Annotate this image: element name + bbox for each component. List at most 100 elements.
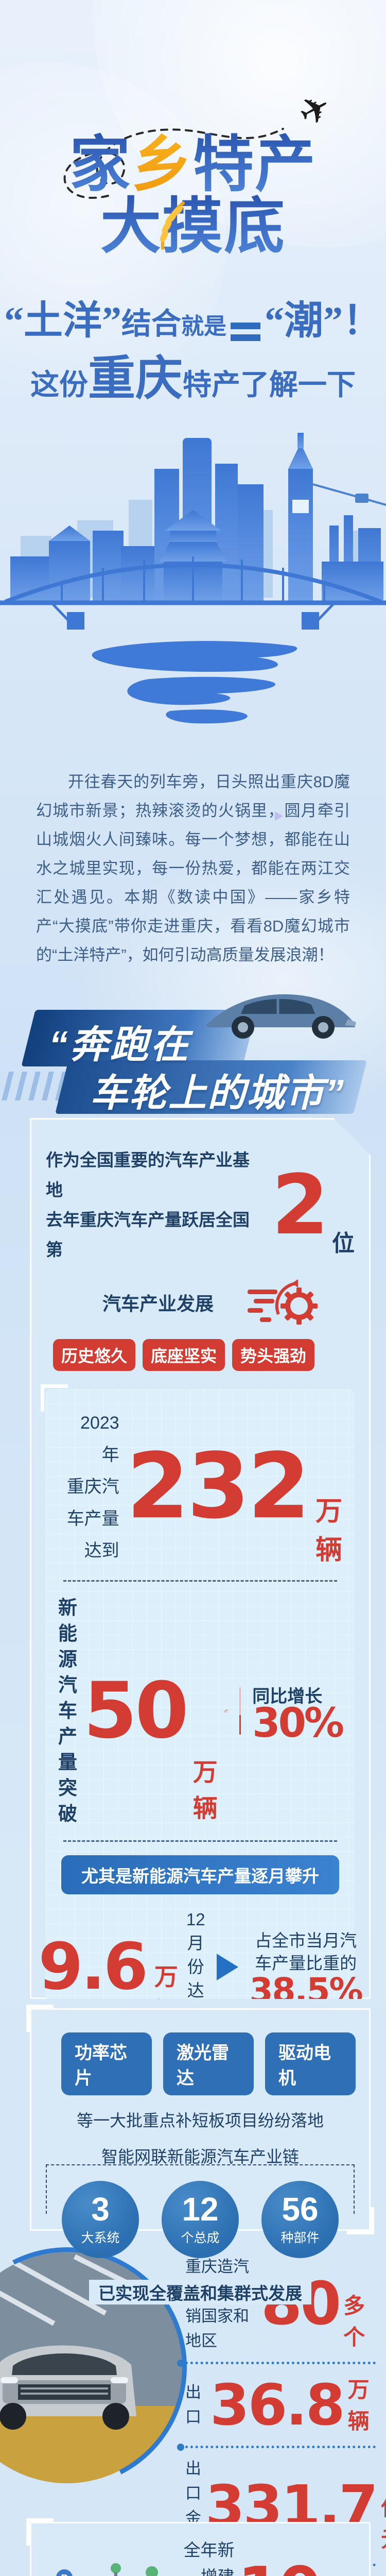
tag-base: 底座坚实 (143, 1339, 225, 1371)
y2023-value: 232 (126, 1434, 308, 1539)
y2023-label1: 2023 年 (80, 1413, 119, 1465)
rank-line2: 去年重庆汽车产量跃居全国第 (46, 1210, 250, 1259)
car-illustration (206, 994, 356, 1039)
title-char: 特 (193, 131, 255, 199)
circle-parts: 56 种部件 (261, 2181, 339, 2258)
tag-history: 历史悠久 (53, 1339, 135, 1371)
plane-route-illustration: ✈ (46, 85, 338, 222)
dec-label1: 12 月份 (186, 1910, 205, 1976)
equals-sign-icon (231, 323, 260, 342)
tagline2-emphasis: 重庆 (87, 352, 183, 405)
growth-chart-icon (224, 1688, 228, 1734)
pill-lidar: 激光雷达 (163, 2032, 254, 2095)
circle-label: 大系统 (81, 2231, 120, 2245)
battery-icon (239, 1687, 241, 1735)
nev-production-stat: 新能源汽车 产量突破 50 万辆 同比增长 30% (58, 1595, 342, 1827)
intro-paragraph: 开往春天的列车旁，日头照出重庆8D魔幻城市新景；热辣滚烫的火锅里，圆月牵引山城烟… (36, 773, 350, 964)
yoy-label: 同比增长 (252, 1686, 323, 1706)
page-title: 家乡特产 大摸底 (0, 134, 386, 258)
exp-volume-value: 36.8 (210, 2371, 345, 2438)
charging-card: P 全年新增建 成充电桩 10 万个 累计建成 21 (26, 2518, 371, 2576)
nev-value: 50 (83, 1666, 187, 1756)
export-volume-stat: 出口 36.8 万辆 (185, 2372, 376, 2437)
coverage-circles: 3 大系统 12 个总成 56 种部件 (45, 2181, 356, 2258)
play-deco-icon (275, 811, 283, 821)
circle-label: 种部件 (280, 2231, 320, 2245)
tagline1-text2: 就是 (181, 314, 226, 339)
tagline1-quote2: “潮” (265, 299, 343, 343)
intro-section: 开往春天的列车旁，日头照出重庆8D魔幻城市新景；热辣滚烫的火锅里，圆月牵引山城烟… (0, 752, 386, 994)
circle-assemblies: 12 个总成 (162, 2181, 239, 2258)
yoy-growth-stat: 同比增长 30% (252, 1682, 342, 1740)
national-rank-stat: 作为全国重要的汽车产业基地 去年重庆汽车产量跃居全国第 2 位 (46, 1145, 355, 1265)
banner-line1: “奔跑在 (49, 1023, 190, 1066)
dashed-divider (63, 1580, 337, 1582)
dashed-divider (63, 1840, 337, 1842)
tagline-1: “土洋”结合就是 “潮”！ (0, 289, 386, 345)
industry-label: 汽车产业发展 (102, 1293, 214, 1314)
production-2023-stat: 2023 年 重庆汽车产量达到 232 万辆 (58, 1407, 342, 1567)
component-pills: 功率芯片 激光雷达 驱动电机 (45, 2032, 356, 2095)
new-chargers-stat: P 全年新增建 成充电桩 10 万个 (44, 2537, 357, 2576)
share-label2: 车产量比重的 (255, 1953, 357, 1973)
pill-drive-motor: 驱动电机 (265, 2032, 356, 2095)
svg-text:P: P (61, 2573, 67, 2576)
circle-value: 3 (91, 2191, 110, 2228)
rank-unit: 位 (332, 1231, 355, 1256)
yoy-value: 30% (252, 1700, 342, 1747)
nev-unit: 万辆 (192, 1759, 218, 1822)
circle-systems: 3 大系统 (62, 2181, 139, 2258)
coverage-footer: 已实现全覆盖和集群式发展 (89, 2280, 311, 2304)
accent-bar (24, 1114, 28, 1444)
circle-value: 12 (182, 2191, 219, 2228)
exp-volume-label: 出口 (185, 2383, 201, 2426)
tagline1-exclamation: ！ (343, 299, 382, 343)
water-reflection-illustration (92, 641, 297, 724)
banner-line2: 车轮上的城市” (90, 1072, 345, 1114)
chg-label1: 全年新增建 (183, 2540, 235, 2576)
supply-line2: 智能网联新能源汽车产业链 (101, 2147, 299, 2166)
rank-value: 2 (271, 1157, 327, 1253)
exp-label2: 销国家和地区 (185, 2307, 249, 2350)
exp-countries-unit: 多个 (343, 2294, 365, 2349)
dec-value: 9.6 (38, 1929, 146, 2004)
title-char-highlight: 乡 (131, 131, 193, 199)
title-char: 家 (69, 131, 131, 199)
circle-label: 个总成 (181, 2231, 220, 2245)
speeding-gear-icon (247, 1274, 324, 1331)
industry-development-row: 汽车产业发展 (46, 1265, 355, 1331)
title-line2: 大摸底 (100, 193, 286, 261)
supply-line1: 等一大批重点补短板项目纷纷落地 (76, 2111, 324, 2130)
industry-tags: 历史悠久 底座坚实 势头强劲 (46, 1331, 355, 1371)
export-section: 重庆造汽车远 销国家和地区 80 多个 出口 36.8 万辆 出口金额 331.… (0, 2216, 386, 2569)
supply-chain-card: 功率芯片 激光雷达 驱动电机 等一大批重点补短板项目纷纷落地 智能网联新能源汽车… (26, 2005, 374, 2304)
charging-station-illustration: P (56, 2563, 158, 2576)
exp-amount-unit: 亿元 (381, 2490, 386, 2555)
rank-line1: 作为全国重要的汽车产业基地 (46, 1150, 250, 1199)
section-banner: “奔跑在 车轮上的城市” (0, 994, 386, 1118)
dashed-frame (46, 2164, 355, 2214)
title-char: 产 (255, 131, 317, 199)
tagline1-text1: 结合 (121, 307, 181, 341)
tagline2-suffix: 特产了解一下 (183, 369, 356, 401)
stats-panel: 2023 年 重庆汽车产量达到 232 万辆 新能源汽车 产量突破 50 万辆 (46, 1389, 355, 2042)
hero-section: ✈ 家乡特产 大摸底 “土洋”结合就是 “潮”！ 这份重庆特产了解一下 (0, 0, 386, 821)
tagline1-quote1: “土洋” (4, 299, 121, 343)
exp-volume-unit: 万辆 (347, 2378, 370, 2433)
y2023-unit: 万辆 (315, 1497, 342, 1565)
share-label1: 占全市当月汽 (255, 1930, 357, 1950)
pill-power-chip: 功率芯片 (61, 2032, 152, 2095)
monthly-climb-banner: 尤其是新能源汽车产量逐月攀升 (61, 1855, 339, 1894)
tagline-2: 这份重庆特产了解一下 (0, 340, 386, 409)
dashed-flight-path-icon (63, 128, 284, 199)
share-value: 38.5% (249, 1970, 362, 2010)
tagline2-prefix: 这份 (30, 369, 88, 401)
circle-value: 56 (282, 2191, 319, 2228)
chongqing-skyline-illustration (0, 433, 386, 630)
auto-industry-card: 作为全国重要的汽车产业基地 去年重庆汽车产量跃居全国第 2 位 汽车产业发展 (30, 1118, 371, 1999)
nev-label1: 新能源汽车 (58, 1597, 77, 1721)
dotted-divider (177, 2360, 376, 2367)
y2023-label2: 重庆汽车产量达到 (66, 1477, 119, 1561)
wheat-icon (160, 201, 185, 250)
